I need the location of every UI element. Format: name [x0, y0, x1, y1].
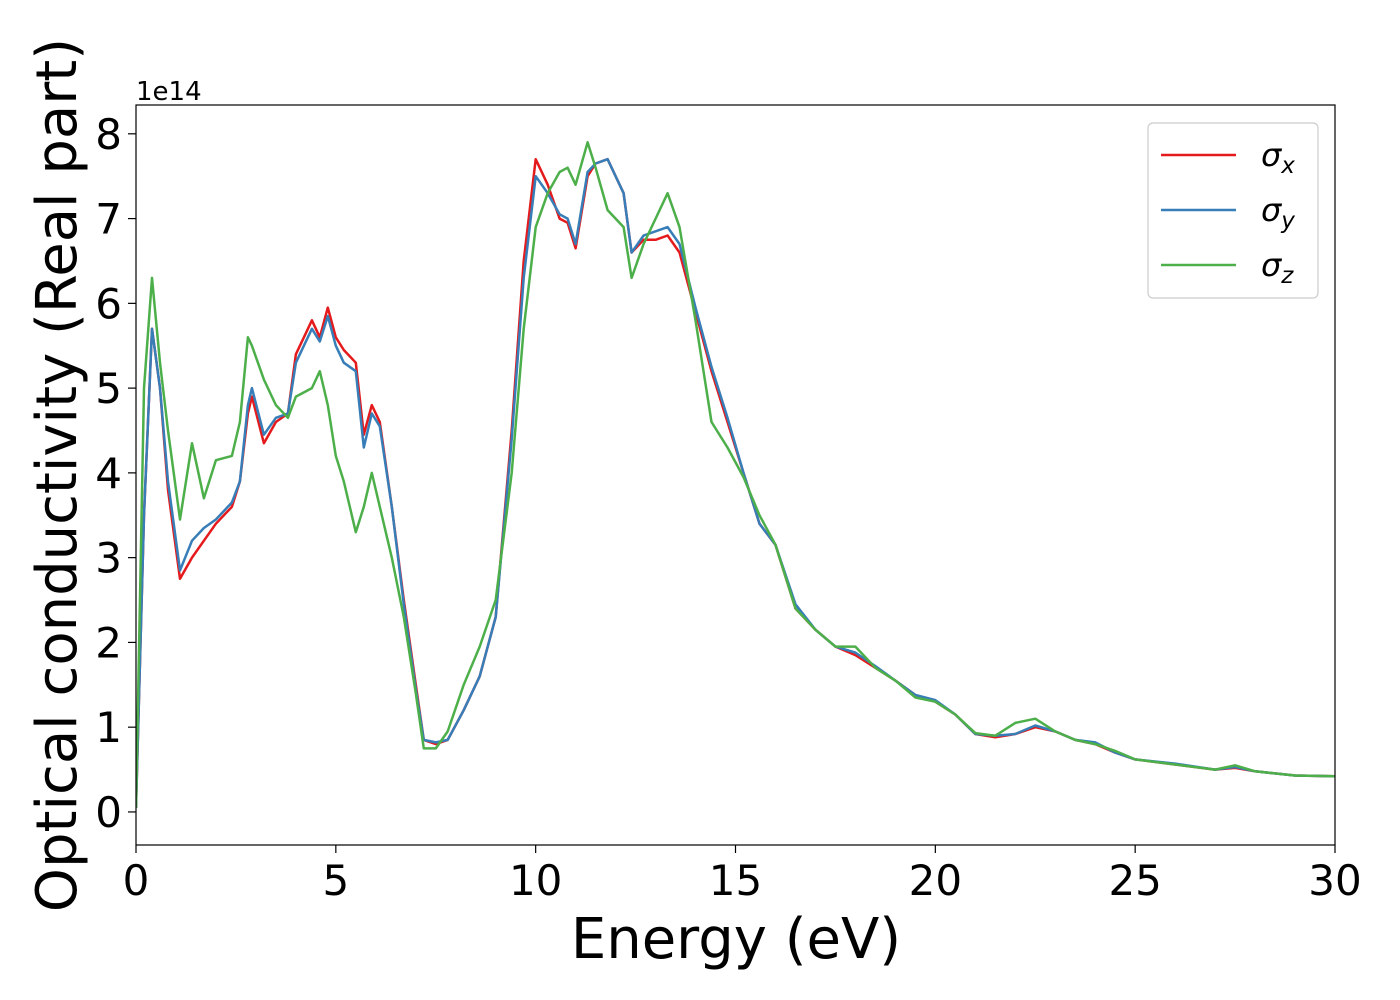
- series-line: [136, 141, 1335, 808]
- y-tick-label: 3: [95, 534, 122, 583]
- y-tick-label: 0: [95, 788, 122, 837]
- x-tick-label: 0: [123, 856, 150, 905]
- y-tick-label: 8: [95, 110, 122, 159]
- legend-label: σz: [1261, 246, 1294, 289]
- x-tick-label: 25: [1108, 856, 1161, 905]
- x-axis-label: Energy (eV): [571, 907, 901, 972]
- x-tick-label: 15: [709, 856, 762, 905]
- y-axis-label: Optical conductivity (Real part): [25, 38, 90, 912]
- y-tick-label: 6: [95, 279, 122, 328]
- x-tick-label: 10: [509, 856, 562, 905]
- x-tick-label: 30: [1308, 856, 1361, 905]
- x-tick-label: 5: [322, 856, 349, 905]
- y-tick-label: 5: [95, 364, 122, 413]
- x-tick-label: 20: [909, 856, 962, 905]
- y-offset-label: 1e14: [136, 77, 202, 107]
- legend-label: σx: [1261, 136, 1295, 179]
- y-tick-label: 4: [95, 449, 122, 498]
- y-tick-label: 2: [95, 618, 122, 667]
- legend-label: σy: [1261, 191, 1295, 234]
- y-tick-label: 7: [95, 195, 122, 244]
- plot-frame: [135, 104, 1336, 846]
- y-tick-label: 1: [95, 703, 122, 752]
